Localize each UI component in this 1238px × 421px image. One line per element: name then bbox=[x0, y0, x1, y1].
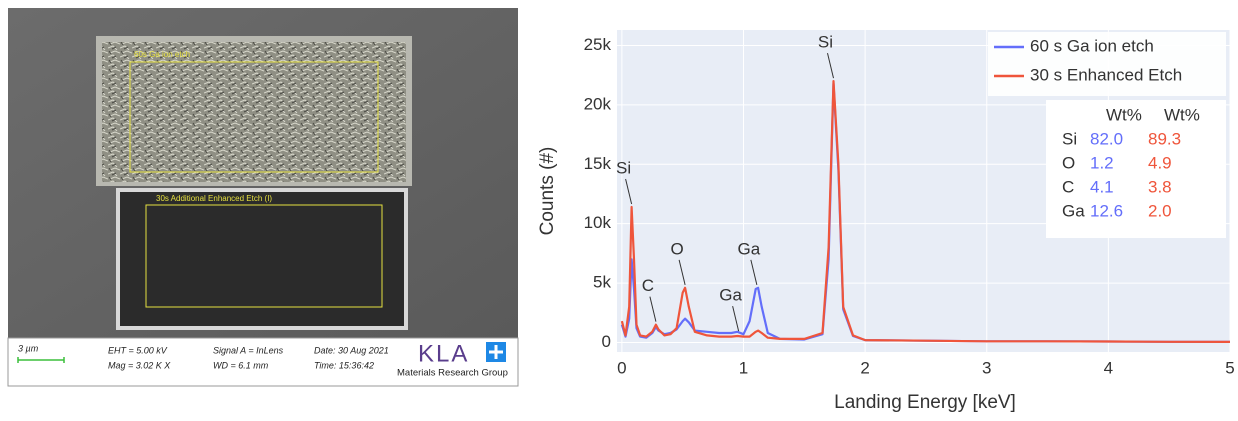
roi-bottom-label: 30s Additional Enhanced Etch (I) bbox=[156, 194, 272, 203]
table-element: C bbox=[1062, 177, 1074, 196]
x-axis-title: Landing Energy [keV] bbox=[834, 392, 1016, 413]
etch-region-top bbox=[102, 42, 406, 182]
table-header: Wt% bbox=[1164, 105, 1200, 124]
time: Time: 15:36:42 bbox=[314, 360, 374, 370]
eht: EHT = 5.00 kV bbox=[108, 345, 168, 355]
table-value: 4.9 bbox=[1148, 153, 1172, 172]
etch-region-bottom bbox=[120, 192, 404, 326]
annotation: Si bbox=[616, 159, 631, 178]
sem-image: 60s Ga ion etch 30s Additional Enhanced … bbox=[8, 8, 518, 386]
x-tick-label: 2 bbox=[860, 358, 869, 377]
page: 60s Ga ion etch 30s Additional Enhanced … bbox=[0, 0, 1238, 416]
y-tick-label: 10k bbox=[584, 213, 612, 232]
x-tick-label: 1 bbox=[739, 358, 748, 377]
y-tick-label: 0 bbox=[602, 332, 611, 351]
mag: Mag = 3.02 K X bbox=[108, 360, 171, 370]
table-value: 12.6 bbox=[1090, 201, 1123, 220]
annotation: Ga bbox=[719, 286, 742, 305]
table-element: O bbox=[1062, 153, 1075, 172]
annotation: C bbox=[642, 276, 654, 295]
x-tick-label: 0 bbox=[617, 358, 626, 377]
scale-bar-label: 3 µm bbox=[18, 343, 39, 353]
table-value: 82.0 bbox=[1090, 129, 1123, 148]
annotation: O bbox=[670, 239, 683, 258]
x-tick-label: 4 bbox=[1104, 358, 1113, 377]
y-tick-label: 15k bbox=[584, 154, 612, 173]
roi-top-label: 60s Ga ion etch bbox=[134, 50, 190, 59]
y-tick-label: 5k bbox=[593, 273, 611, 292]
x-tick-label: 5 bbox=[1225, 358, 1234, 377]
table-element: Ga bbox=[1062, 201, 1085, 220]
annotation: Ga bbox=[738, 239, 761, 258]
wd: WD = 6.1 mm bbox=[213, 360, 269, 370]
x-tick-label: 3 bbox=[982, 358, 991, 377]
table-value: 4.1 bbox=[1090, 177, 1114, 196]
date: Date: 30 Aug 2021 bbox=[314, 345, 389, 355]
annotation: Si bbox=[818, 33, 833, 52]
table-value: 89.3 bbox=[1148, 129, 1181, 148]
legend-label: 60 s Ga ion etch bbox=[1030, 36, 1154, 55]
logo: KLA bbox=[418, 340, 469, 367]
table-header: Wt% bbox=[1106, 105, 1142, 124]
signal: Signal A = InLens bbox=[213, 345, 284, 355]
y-tick-label: 25k bbox=[584, 35, 612, 54]
table-value: 1.2 bbox=[1090, 153, 1114, 172]
table-value: 2.0 bbox=[1148, 201, 1172, 220]
legend-label: 30 s Enhanced Etch bbox=[1030, 65, 1182, 84]
group: Materials Research Group bbox=[397, 368, 508, 379]
y-axis-title: Counts (#) bbox=[537, 147, 558, 236]
y-tick-label: 20k bbox=[584, 94, 612, 113]
table-element: Si bbox=[1062, 129, 1077, 148]
table-value: 3.8 bbox=[1148, 177, 1172, 196]
